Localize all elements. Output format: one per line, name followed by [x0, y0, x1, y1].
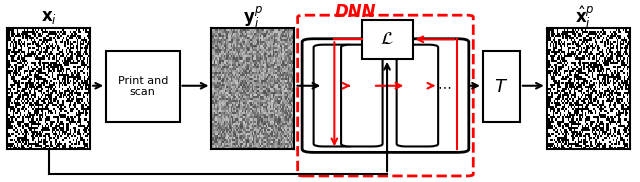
FancyBboxPatch shape: [483, 51, 520, 122]
FancyBboxPatch shape: [341, 45, 383, 147]
Text: $\hat{\mathbf{x}}_i^p$: $\hat{\mathbf{x}}_i^p$: [575, 4, 595, 30]
Text: $\mathbf{x}_i$: $\mathbf{x}_i$: [40, 8, 56, 26]
FancyBboxPatch shape: [106, 51, 179, 122]
Text: $\mathbf{y}_i^p$: $\mathbf{y}_i^p$: [243, 4, 263, 30]
FancyBboxPatch shape: [298, 15, 473, 176]
FancyBboxPatch shape: [397, 45, 438, 147]
Text: $\mathcal{L}$: $\mathcal{L}$: [380, 30, 394, 48]
FancyBboxPatch shape: [314, 45, 355, 147]
Text: $\cdots$: $\cdots$: [437, 79, 452, 93]
Text: Print and
scan: Print and scan: [118, 76, 168, 97]
Text: DNN: DNN: [334, 3, 376, 21]
Text: $\mathbf{\mathit{T}}$: $\mathbf{\mathit{T}}$: [494, 78, 508, 96]
FancyBboxPatch shape: [302, 39, 468, 152]
FancyBboxPatch shape: [362, 20, 413, 59]
